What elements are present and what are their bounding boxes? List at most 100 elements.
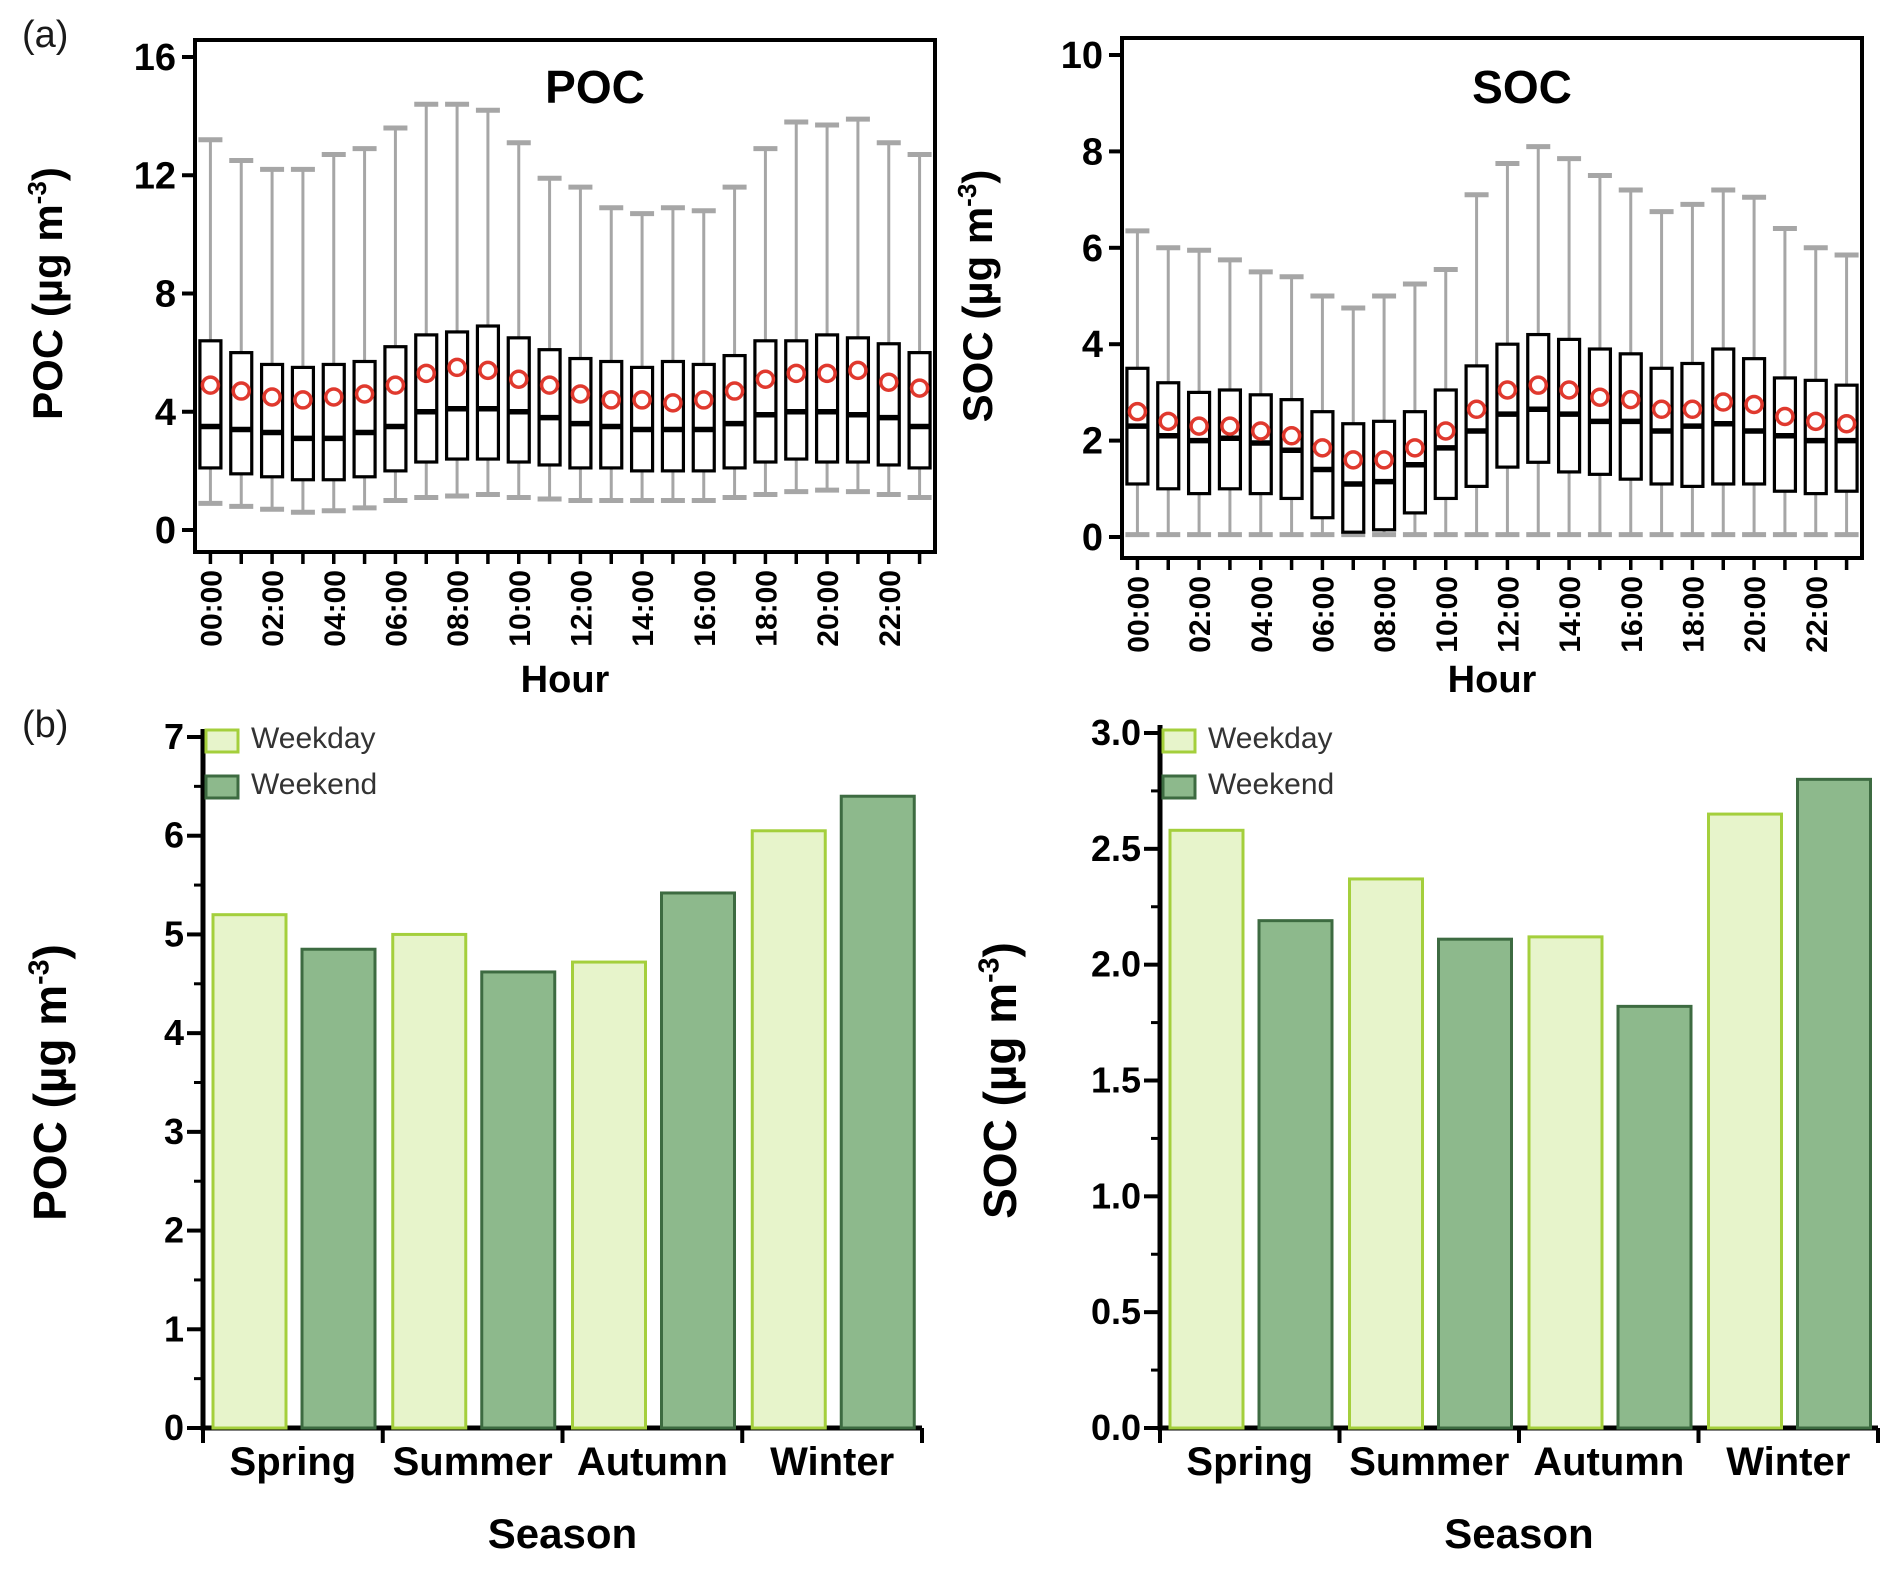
mean-marker xyxy=(1713,392,1733,412)
x-tick-label: 04:00 xyxy=(1246,576,1279,653)
mean-marker xyxy=(1651,399,1672,420)
panel-label-b: (b) xyxy=(22,704,69,746)
mean-marker xyxy=(879,372,899,392)
season-label: Autumn xyxy=(1533,1440,1684,1484)
iqr-box xyxy=(629,365,655,473)
iqr-box xyxy=(1464,364,1489,488)
box-group-h08 xyxy=(444,101,470,499)
iqr-box xyxy=(1310,410,1335,520)
y-tick-label: 6 xyxy=(164,815,184,856)
box-group-h18 xyxy=(753,146,778,498)
iqr-box xyxy=(814,333,840,464)
mean-marker xyxy=(1775,406,1795,427)
box-group-h13 xyxy=(599,205,624,503)
bar-summer-weekend xyxy=(480,970,557,1430)
mean-marker xyxy=(1158,411,1178,432)
y-tick-label: 2 xyxy=(1082,421,1103,463)
legend-swatch-weekday xyxy=(1161,728,1197,754)
box-group-h23 xyxy=(1834,252,1859,538)
box-group-h12 xyxy=(1495,160,1520,538)
x-tick-label: 20:00 xyxy=(1739,576,1772,653)
mean-marker xyxy=(1405,438,1425,458)
soc-diurnal-boxplot-svg: 0 2 4 6 8 10 00:00 02:00 04:00 06:00 08:00 10:00 12:… xyxy=(952,35,1864,700)
box-group-h18 xyxy=(1680,201,1705,538)
iqr-box xyxy=(1341,422,1366,534)
box-group-h03 xyxy=(1217,257,1243,538)
x-tick-label: 00:00 xyxy=(1122,576,1155,653)
mean-marker xyxy=(1621,389,1641,410)
box-group-h19 xyxy=(1711,187,1736,538)
iqr-box xyxy=(1711,347,1736,486)
mean-marker xyxy=(509,369,529,389)
y-tick-label: 0.0 xyxy=(1091,1407,1141,1448)
legend-label-weekday: Weekday xyxy=(1208,722,1333,755)
x-tick-label: 08:00 xyxy=(1369,576,1402,653)
bar-spring-weekday xyxy=(1168,828,1245,1430)
y-axis-title: POC (µg m-3) xyxy=(24,944,76,1221)
box-group-h03 xyxy=(290,166,316,515)
box-group-h23 xyxy=(907,152,932,500)
y-tick-label: 0 xyxy=(1082,517,1103,559)
box-group-h19 xyxy=(784,119,809,495)
soc_diurnal-plot: 0 2 4 6 8 10 00:00 02:00 04:00 06:00 08:00 10:00 12:… xyxy=(952,35,1864,700)
box-group-h13 xyxy=(1526,144,1551,538)
x-axis-title: Season xyxy=(1444,1510,1593,1557)
box-group-h20 xyxy=(1741,194,1767,538)
x-tick-label: 16:00 xyxy=(1616,576,1649,653)
x-tick-label: 06:00 xyxy=(1307,576,1340,653)
mean-marker xyxy=(1528,375,1548,395)
y-tick-label: 3 xyxy=(164,1111,184,1152)
box-group-h11 xyxy=(1464,192,1489,538)
bar-summer-weekday xyxy=(1348,877,1424,1430)
mean-marker xyxy=(570,384,591,404)
x-tick-label: 10:00 xyxy=(504,570,537,647)
plot-frame xyxy=(193,38,937,554)
mean-marker xyxy=(755,369,776,389)
x-axis-title: Season xyxy=(488,1510,637,1557)
x-tick-label: 00:00 xyxy=(195,570,228,647)
iqr-box xyxy=(1526,332,1551,464)
box-group-h02 xyxy=(1186,247,1212,538)
plot-frame xyxy=(1120,36,1864,560)
mean-marker xyxy=(1836,413,1857,434)
iqr-box xyxy=(784,339,809,461)
y-axis-title: SOC (µg m-3) xyxy=(974,942,1026,1219)
y-tick-label: 7 xyxy=(164,716,184,757)
box-group-h06 xyxy=(383,125,408,503)
legend-label-weekend: Weekend xyxy=(251,768,377,801)
mean-marker xyxy=(1744,394,1764,415)
iqr-box xyxy=(1649,366,1674,486)
poc-diurnal-boxplot-chart: 0 4 8 12 16 00:00 02:00 04:00 06:00 08:00 10:00 12:… xyxy=(0,0,946,700)
bar-summer-weekday xyxy=(391,932,468,1430)
y-tick-label: 3.0 xyxy=(1091,712,1141,753)
iqr-box xyxy=(198,339,223,470)
iqr-box xyxy=(414,333,439,464)
box-group-h11 xyxy=(537,175,562,502)
box-group-h08 xyxy=(1371,293,1397,538)
box-group-h21 xyxy=(1772,226,1798,538)
season-label: Winter xyxy=(1726,1440,1850,1484)
x-tick-label: 02:00 xyxy=(1184,576,1217,653)
panel-label-a: (a) xyxy=(22,14,69,56)
y-tick-label: 5 xyxy=(164,913,184,954)
y-tick-label: 16 xyxy=(134,37,176,79)
mean-marker xyxy=(1220,416,1240,436)
iqr-box xyxy=(568,356,593,470)
mean-marker xyxy=(1806,411,1826,432)
iqr-box xyxy=(722,353,747,470)
soc_seasonal-plot: 0.0 0.5 1.0 1.5 2.0 2.5 3.0 Spring Summer Autumn W… xyxy=(974,712,1880,1557)
poc-seasonal-bar-chart: 0 1 2 3 4 5 6 7 Spring Summer Autumn Winter Weekday W… xyxy=(0,700,946,1570)
bar-autumn-weekend xyxy=(1616,1004,1693,1430)
mean-marker xyxy=(848,360,868,381)
box-group-h16 xyxy=(691,208,716,503)
mean-marker xyxy=(447,357,467,378)
box-group-h14 xyxy=(629,211,655,503)
box-group-h07 xyxy=(1341,305,1366,538)
poc-diurnal-boxplot-svg: 0 4 8 12 16 00:00 02:00 04:00 06:00 08:00 10:00 12:… xyxy=(22,37,937,700)
y-tick-label: 4 xyxy=(1082,324,1103,366)
soc-diurnal-boxplot-chart: 0 2 4 6 8 10 00:00 02:00 04:00 06:00 08:00 10:00 12:… xyxy=(946,0,1892,700)
iqr-box xyxy=(753,339,778,464)
box-group-h10 xyxy=(506,140,531,500)
